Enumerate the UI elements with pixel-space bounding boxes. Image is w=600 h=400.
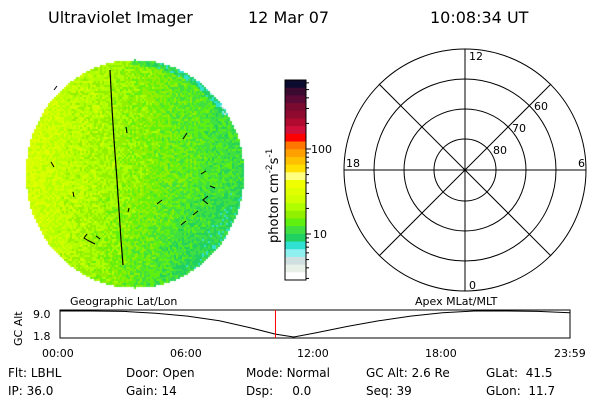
colorbar-band: [285, 103, 306, 112]
time-label: 10:08:34 UT: [430, 8, 529, 27]
colorbar-band: [285, 226, 306, 235]
coastline-fragments: [50, 85, 216, 245]
mlt-label-6: 6: [578, 157, 585, 170]
colorbar-band: [285, 187, 306, 196]
colorbar-band: [285, 256, 306, 266]
time-tick-0600: 06:00: [170, 347, 202, 360]
colorbar-ticks: [306, 82, 311, 279]
colorbar-band: [285, 218, 306, 227]
gc-alt-field: GC Alt: 2.6 Re: [366, 366, 450, 380]
geographic-coords-title: Geographic Lat/Lon: [70, 295, 177, 308]
mlt-label-18: 18: [346, 157, 360, 170]
altitude-tick-1.8: 1.8: [33, 330, 51, 343]
colorbar-band: [285, 80, 306, 89]
colorbar-band: [285, 164, 306, 173]
seq-field: Seq: 39: [366, 384, 412, 398]
colorbar-band: [285, 272, 306, 281]
colorbar-band: [285, 233, 306, 243]
altitude-plot-frame: [59, 309, 571, 339]
colorbar-label: photon cm-2s-1: [265, 149, 282, 243]
colorbar-band: [285, 126, 306, 135]
colorbar-frame: [284, 79, 307, 281]
colorbar-band: [285, 133, 306, 143]
lat-label-60: 60: [534, 100, 548, 113]
colorbar-band: [285, 141, 306, 150]
colorbar-band: [285, 195, 306, 204]
altitude-tick-9: 9.0: [33, 308, 51, 321]
colorbar-band: [285, 203, 306, 212]
colorbar-band: [285, 87, 306, 96]
altitude-axis-label: GC Alt: [12, 311, 25, 346]
glat-field: GLat: 41.5: [486, 366, 553, 380]
filter-field: Flt: LBHL: [8, 366, 62, 380]
geographic-meridian-line: [109, 69, 124, 266]
colorbar-band: [285, 149, 306, 158]
glon-field: GLon: 11.7: [486, 384, 556, 398]
colorbar-band: [285, 95, 306, 104]
time-tick-1200: 12:00: [297, 347, 329, 360]
colorbar-tick-100: 100: [311, 143, 332, 156]
door-field: Door: Open: [126, 366, 195, 380]
lat-label-80: 80: [493, 144, 507, 157]
colorbar-band: [285, 172, 306, 181]
lat-label-70: 70: [512, 122, 526, 135]
colorbar-band: [285, 118, 306, 127]
colorbar-band: [285, 110, 306, 119]
instrument-title: Ultraviolet Imager: [48, 8, 193, 27]
colorbar-band: [285, 210, 306, 219]
mode-field: Mode: Normal: [246, 366, 330, 380]
time-tick-1800: 18:00: [425, 347, 457, 360]
auroral-image-disk: [20, 55, 250, 295]
apex-coords-title: Apex MLat/MLT: [415, 295, 498, 308]
ip-field: IP: 36.0: [8, 384, 54, 398]
mlt-label-12: 12: [469, 50, 483, 63]
altitude-curve: [60, 310, 570, 338]
colorbar-tick-10: 10: [313, 228, 327, 241]
gain-field: Gain: 14: [126, 384, 177, 398]
time-tick-2359: 23:59: [554, 347, 586, 360]
colorbar-band: [285, 264, 306, 273]
colorbar-band: [285, 249, 306, 258]
colorbar-band: [285, 241, 306, 250]
dsp-field: Dsp: 0.0: [246, 384, 312, 398]
colorbar: [285, 80, 306, 281]
mlt-label-0: 0: [469, 279, 476, 292]
date-label: 12 Mar 07: [248, 8, 330, 27]
colorbar-band: [285, 180, 306, 189]
time-tick-0000: 00:00: [42, 347, 74, 360]
colorbar-band: [285, 156, 306, 166]
polar-grid: [343, 48, 587, 292]
